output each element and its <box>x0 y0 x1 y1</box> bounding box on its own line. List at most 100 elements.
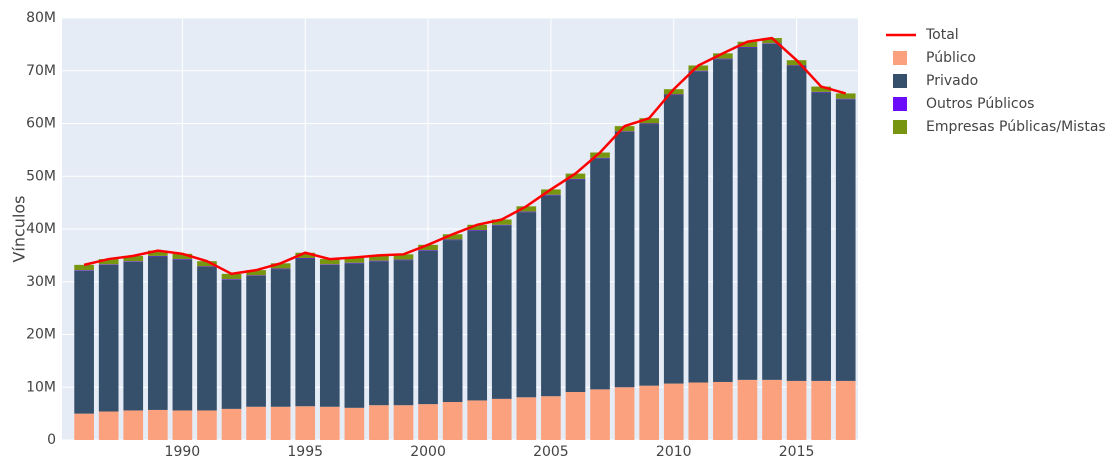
bar <box>344 262 365 264</box>
bar <box>197 261 217 267</box>
bar <box>516 211 537 213</box>
bar <box>467 400 488 440</box>
bar <box>811 91 831 93</box>
bar <box>688 70 709 72</box>
bar <box>713 53 733 59</box>
bar <box>172 253 193 260</box>
bar <box>418 250 438 251</box>
bar <box>221 273 242 280</box>
bar <box>516 212 537 398</box>
bar <box>688 382 709 440</box>
bar <box>147 256 168 410</box>
x-tick-label: 2005 <box>533 444 569 459</box>
bar <box>418 250 438 405</box>
bar <box>688 71 709 383</box>
bar <box>762 43 782 380</box>
bar <box>123 255 144 262</box>
bar <box>344 257 365 263</box>
y-tick-label: 60M <box>26 116 56 132</box>
y-tick-label: 30M <box>26 274 56 290</box>
bar <box>369 405 389 440</box>
bar <box>442 239 463 241</box>
legend-swatch <box>893 120 907 134</box>
bar <box>491 398 512 440</box>
bar <box>221 279 242 280</box>
bar <box>614 126 635 132</box>
bar <box>147 250 168 256</box>
bar <box>467 230 488 401</box>
line <box>83 36 847 276</box>
x-tick-label: 1995 <box>287 444 323 459</box>
bar <box>541 189 561 195</box>
bar <box>590 157 610 159</box>
y-tick-label: 50M <box>26 168 56 184</box>
bar <box>98 264 119 265</box>
bar <box>639 124 659 386</box>
y-tick-label: 40M <box>26 221 56 237</box>
bar <box>811 380 831 440</box>
bar <box>811 86 831 92</box>
bar <box>221 408 242 440</box>
bar <box>491 224 512 226</box>
bar <box>221 279 242 409</box>
bar <box>590 152 610 158</box>
y-tick-label: 10M <box>26 379 56 395</box>
bar <box>663 383 684 440</box>
bar <box>172 410 193 440</box>
y-tick-label: 0 <box>47 432 56 448</box>
bar <box>811 92 831 381</box>
bar <box>319 264 340 265</box>
y-tick-label: 20M <box>26 327 56 343</box>
bar <box>491 219 512 225</box>
bar <box>246 275 266 276</box>
bar <box>491 225 512 399</box>
bar <box>516 206 537 212</box>
bar <box>713 58 733 60</box>
bar <box>123 410 144 440</box>
bar <box>369 261 389 406</box>
bar <box>123 261 144 411</box>
bar <box>246 270 266 276</box>
bar <box>565 173 586 179</box>
bar <box>344 407 365 440</box>
bar <box>762 38 782 44</box>
bar <box>786 65 807 67</box>
bar <box>172 259 193 411</box>
bar <box>393 254 414 260</box>
bar <box>467 224 488 231</box>
legend-label: Total <box>925 27 959 43</box>
legend-swatch <box>893 51 907 65</box>
bar <box>786 380 807 440</box>
bar <box>762 43 782 44</box>
bar <box>418 244 438 251</box>
bar <box>393 405 414 440</box>
x-tick-label: 2000 <box>410 444 446 459</box>
bar <box>835 380 856 440</box>
bar <box>737 379 758 440</box>
bar <box>319 406 340 440</box>
bar <box>442 240 463 403</box>
bar <box>270 269 291 407</box>
bar <box>197 266 217 267</box>
legend-label: Outros Públicos <box>926 96 1034 112</box>
bar <box>590 389 610 440</box>
y-tick-label: 70M <box>26 63 56 79</box>
bar <box>663 89 684 95</box>
bar <box>614 131 635 132</box>
bar <box>74 413 94 440</box>
bar <box>737 47 758 48</box>
bar <box>172 259 193 260</box>
bar <box>442 402 463 440</box>
bar <box>614 387 635 440</box>
legend-label: Privado <box>926 73 978 89</box>
y-axis-title: Vínculos <box>10 195 29 262</box>
legend-swatch <box>893 97 907 111</box>
bar <box>270 268 291 270</box>
bar <box>516 397 537 440</box>
bar <box>295 258 316 259</box>
bar <box>541 396 561 440</box>
bar <box>614 131 635 388</box>
x-tick-label: 2010 <box>656 444 692 459</box>
legend-label: Empresas Públicas/Mistas <box>926 119 1106 135</box>
bar <box>123 261 144 262</box>
